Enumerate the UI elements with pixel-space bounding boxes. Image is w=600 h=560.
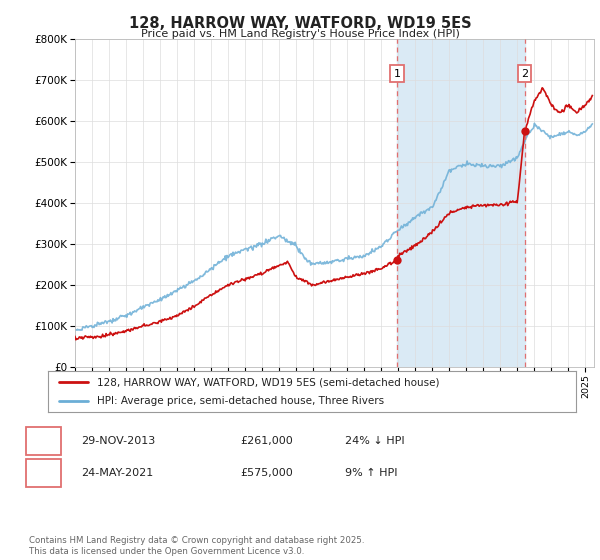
Text: Contains HM Land Registry data © Crown copyright and database right 2025.
This d: Contains HM Land Registry data © Crown c… [29,536,364,556]
Text: £261,000: £261,000 [240,436,293,446]
Text: 9% ↑ HPI: 9% ↑ HPI [345,468,398,478]
Text: HPI: Average price, semi-detached house, Three Rivers: HPI: Average price, semi-detached house,… [97,396,384,405]
Text: 29-NOV-2013: 29-NOV-2013 [81,436,155,446]
Text: 24% ↓ HPI: 24% ↓ HPI [345,436,404,446]
Text: 24-MAY-2021: 24-MAY-2021 [81,468,153,478]
Text: £575,000: £575,000 [240,468,293,478]
Text: Price paid vs. HM Land Registry's House Price Index (HPI): Price paid vs. HM Land Registry's House … [140,29,460,39]
Text: 1: 1 [394,68,400,78]
Text: 128, HARROW WAY, WATFORD, WD19 5ES: 128, HARROW WAY, WATFORD, WD19 5ES [128,16,472,31]
Text: 2: 2 [521,68,528,78]
Text: 1: 1 [40,436,47,446]
Bar [397,39,524,367]
Text: 2: 2 [40,468,47,478]
Text: 128, HARROW WAY, WATFORD, WD19 5ES (semi-detached house): 128, HARROW WAY, WATFORD, WD19 5ES (semi… [97,377,439,387]
